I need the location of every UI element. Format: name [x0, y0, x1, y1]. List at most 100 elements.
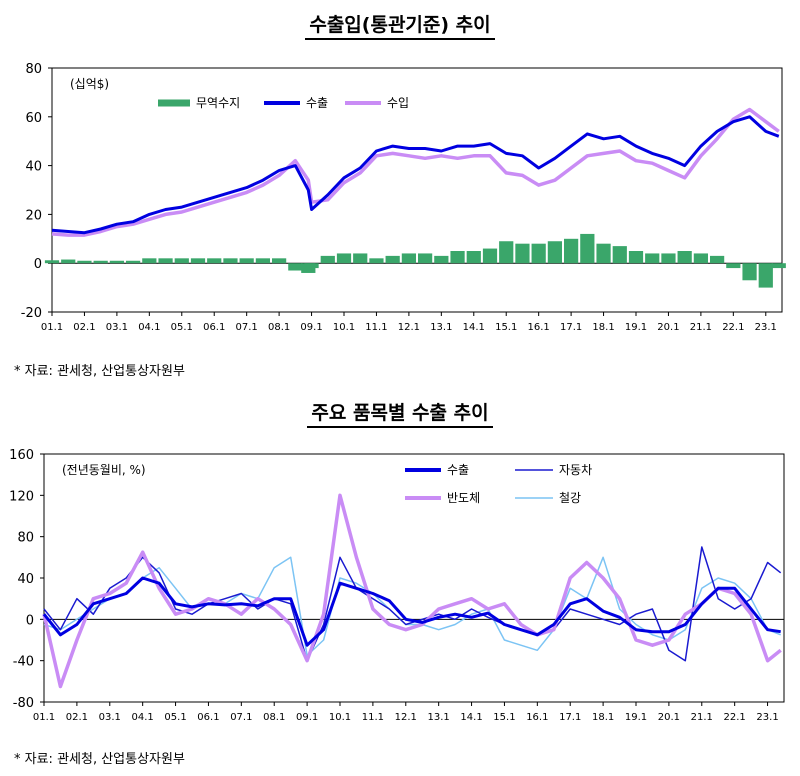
trade-balance-bar	[499, 241, 514, 264]
x-tick-label: 21.1	[690, 322, 712, 333]
y-tick-label: -40	[13, 655, 34, 670]
y-tick-label: 120	[9, 489, 34, 504]
trade-balance-bar	[482, 248, 498, 264]
trade-balance-bar	[645, 253, 660, 264]
x-tick-label: 16.1	[528, 322, 550, 333]
x-tick-label: 14.1	[463, 322, 485, 333]
trade-balance-bar	[515, 243, 530, 264]
x-tick-label: 09.1	[296, 712, 318, 723]
x-tick-label: 16.1	[526, 712, 548, 723]
trade-balance-bar	[628, 251, 644, 264]
y-tick-label: 40	[17, 572, 34, 587]
x-tick-label: 23.1	[755, 322, 777, 333]
unit-label: (십억$)	[70, 77, 109, 91]
x-tick-label: 15.1	[495, 322, 517, 333]
x-tick-label: 07.1	[230, 712, 252, 723]
y-tick-label: -80	[13, 696, 34, 711]
trade-balance-bar	[418, 253, 433, 264]
export-line	[42, 576, 781, 647]
trade-balance-bar	[239, 258, 254, 264]
x-tick-label: 08.1	[263, 712, 285, 723]
x-tick-label: 13.1	[428, 712, 450, 723]
x-tick-label: 10.1	[333, 322, 355, 333]
trade-balance-bar	[434, 255, 449, 264]
x-tick-label: 03.1	[99, 712, 121, 723]
x-tick-label: 12.1	[395, 712, 417, 723]
trade-balance-bar	[126, 260, 141, 264]
x-tick-label: 19.1	[625, 322, 647, 333]
x-tick-label: 12.1	[398, 322, 420, 333]
trade-balance-bar	[547, 241, 562, 264]
x-tick-label: 17.1	[559, 712, 581, 723]
x-tick-label: 04.1	[132, 712, 154, 723]
y-tick-label: 40	[25, 160, 42, 175]
trade-balance-bar	[174, 258, 189, 264]
trade-balance-bar	[564, 238, 579, 264]
trade-balance-bar	[61, 259, 76, 264]
x-tick-label: 06.1	[197, 712, 219, 723]
x-tick-label: 04.1	[138, 322, 160, 333]
trade-balance-bar	[385, 255, 400, 264]
legend-label: 철강	[559, 491, 581, 505]
x-tick-label: 11.1	[362, 712, 384, 723]
source-note-2: * 자료: 관세청, 산업통상자원부	[14, 752, 185, 767]
trade-balance-bar	[726, 263, 741, 269]
x-tick-label: 18.1	[592, 712, 614, 723]
x-tick-label: 23.1	[756, 712, 778, 723]
trade-balance-bar	[255, 258, 270, 264]
unit-label: (전년동월비, %)	[62, 463, 146, 477]
trade-balance-bar	[93, 260, 108, 264]
trade-balance-bar	[190, 258, 206, 264]
trade-balance-bar	[596, 243, 611, 264]
trade-balance-bar	[710, 255, 725, 264]
trade-balance-bar	[77, 260, 92, 264]
import-line	[51, 107, 780, 237]
semiconductor-line	[42, 493, 782, 689]
x-tick-label: 20.1	[657, 322, 679, 333]
x-tick-label: 22.1	[722, 322, 744, 333]
auto-line	[43, 546, 782, 662]
x-tick-label: 05.1	[164, 712, 186, 723]
trade-balance-bar	[677, 251, 692, 264]
steel-line	[43, 556, 781, 657]
x-tick-label: 21.1	[691, 712, 713, 723]
trade-balance-bar	[742, 263, 757, 281]
trade-balance-bar	[44, 260, 60, 264]
x-tick-label: 15.1	[493, 712, 515, 723]
trade-balance-bar	[142, 258, 157, 264]
chart2-title: 주요 품목별 수출 추이	[0, 398, 800, 428]
x-tick-label: 13.1	[430, 322, 452, 333]
y-tick-label: 80	[25, 62, 42, 77]
trade-balance-bar	[466, 251, 481, 264]
trade-balance-bar	[369, 258, 384, 264]
x-tick-label: 01.1	[33, 712, 55, 723]
trade-balance-bar	[353, 253, 368, 264]
trade-balance-bar	[693, 253, 708, 264]
trade-balance-bar	[580, 233, 595, 264]
x-tick-label: 05.1	[171, 322, 193, 333]
x-tick-label: 03.1	[106, 322, 128, 333]
x-tick-label: 20.1	[658, 712, 680, 723]
x-tick-label: 07.1	[236, 322, 258, 333]
trade-balance-bar	[771, 263, 786, 269]
legend-label: 자동차	[559, 463, 592, 477]
y-tick-label: -20	[21, 306, 42, 321]
trade-balance-bar	[612, 246, 627, 264]
x-tick-label: 11.1	[365, 322, 387, 333]
plot-frame	[51, 67, 783, 313]
legend-label: 수출	[306, 96, 328, 110]
trade-balance-bar	[158, 258, 173, 264]
trade-balance-bar	[336, 253, 352, 264]
x-tick-label: 06.1	[203, 322, 225, 333]
x-tick-label: 08.1	[268, 322, 290, 333]
y-tick-label: 160	[9, 448, 34, 463]
trade-balance-bar	[272, 258, 287, 264]
trade-balance-bar	[320, 255, 335, 264]
x-tick-label: 09.1	[300, 322, 322, 333]
x-tick-label: 14.1	[460, 712, 482, 723]
trade-balance-bar	[401, 253, 416, 264]
source-note-1: * 자료: 관세청, 산업통상자원부	[14, 364, 185, 379]
legend-label: 수입	[387, 96, 409, 110]
x-tick-label: 22.1	[724, 712, 746, 723]
